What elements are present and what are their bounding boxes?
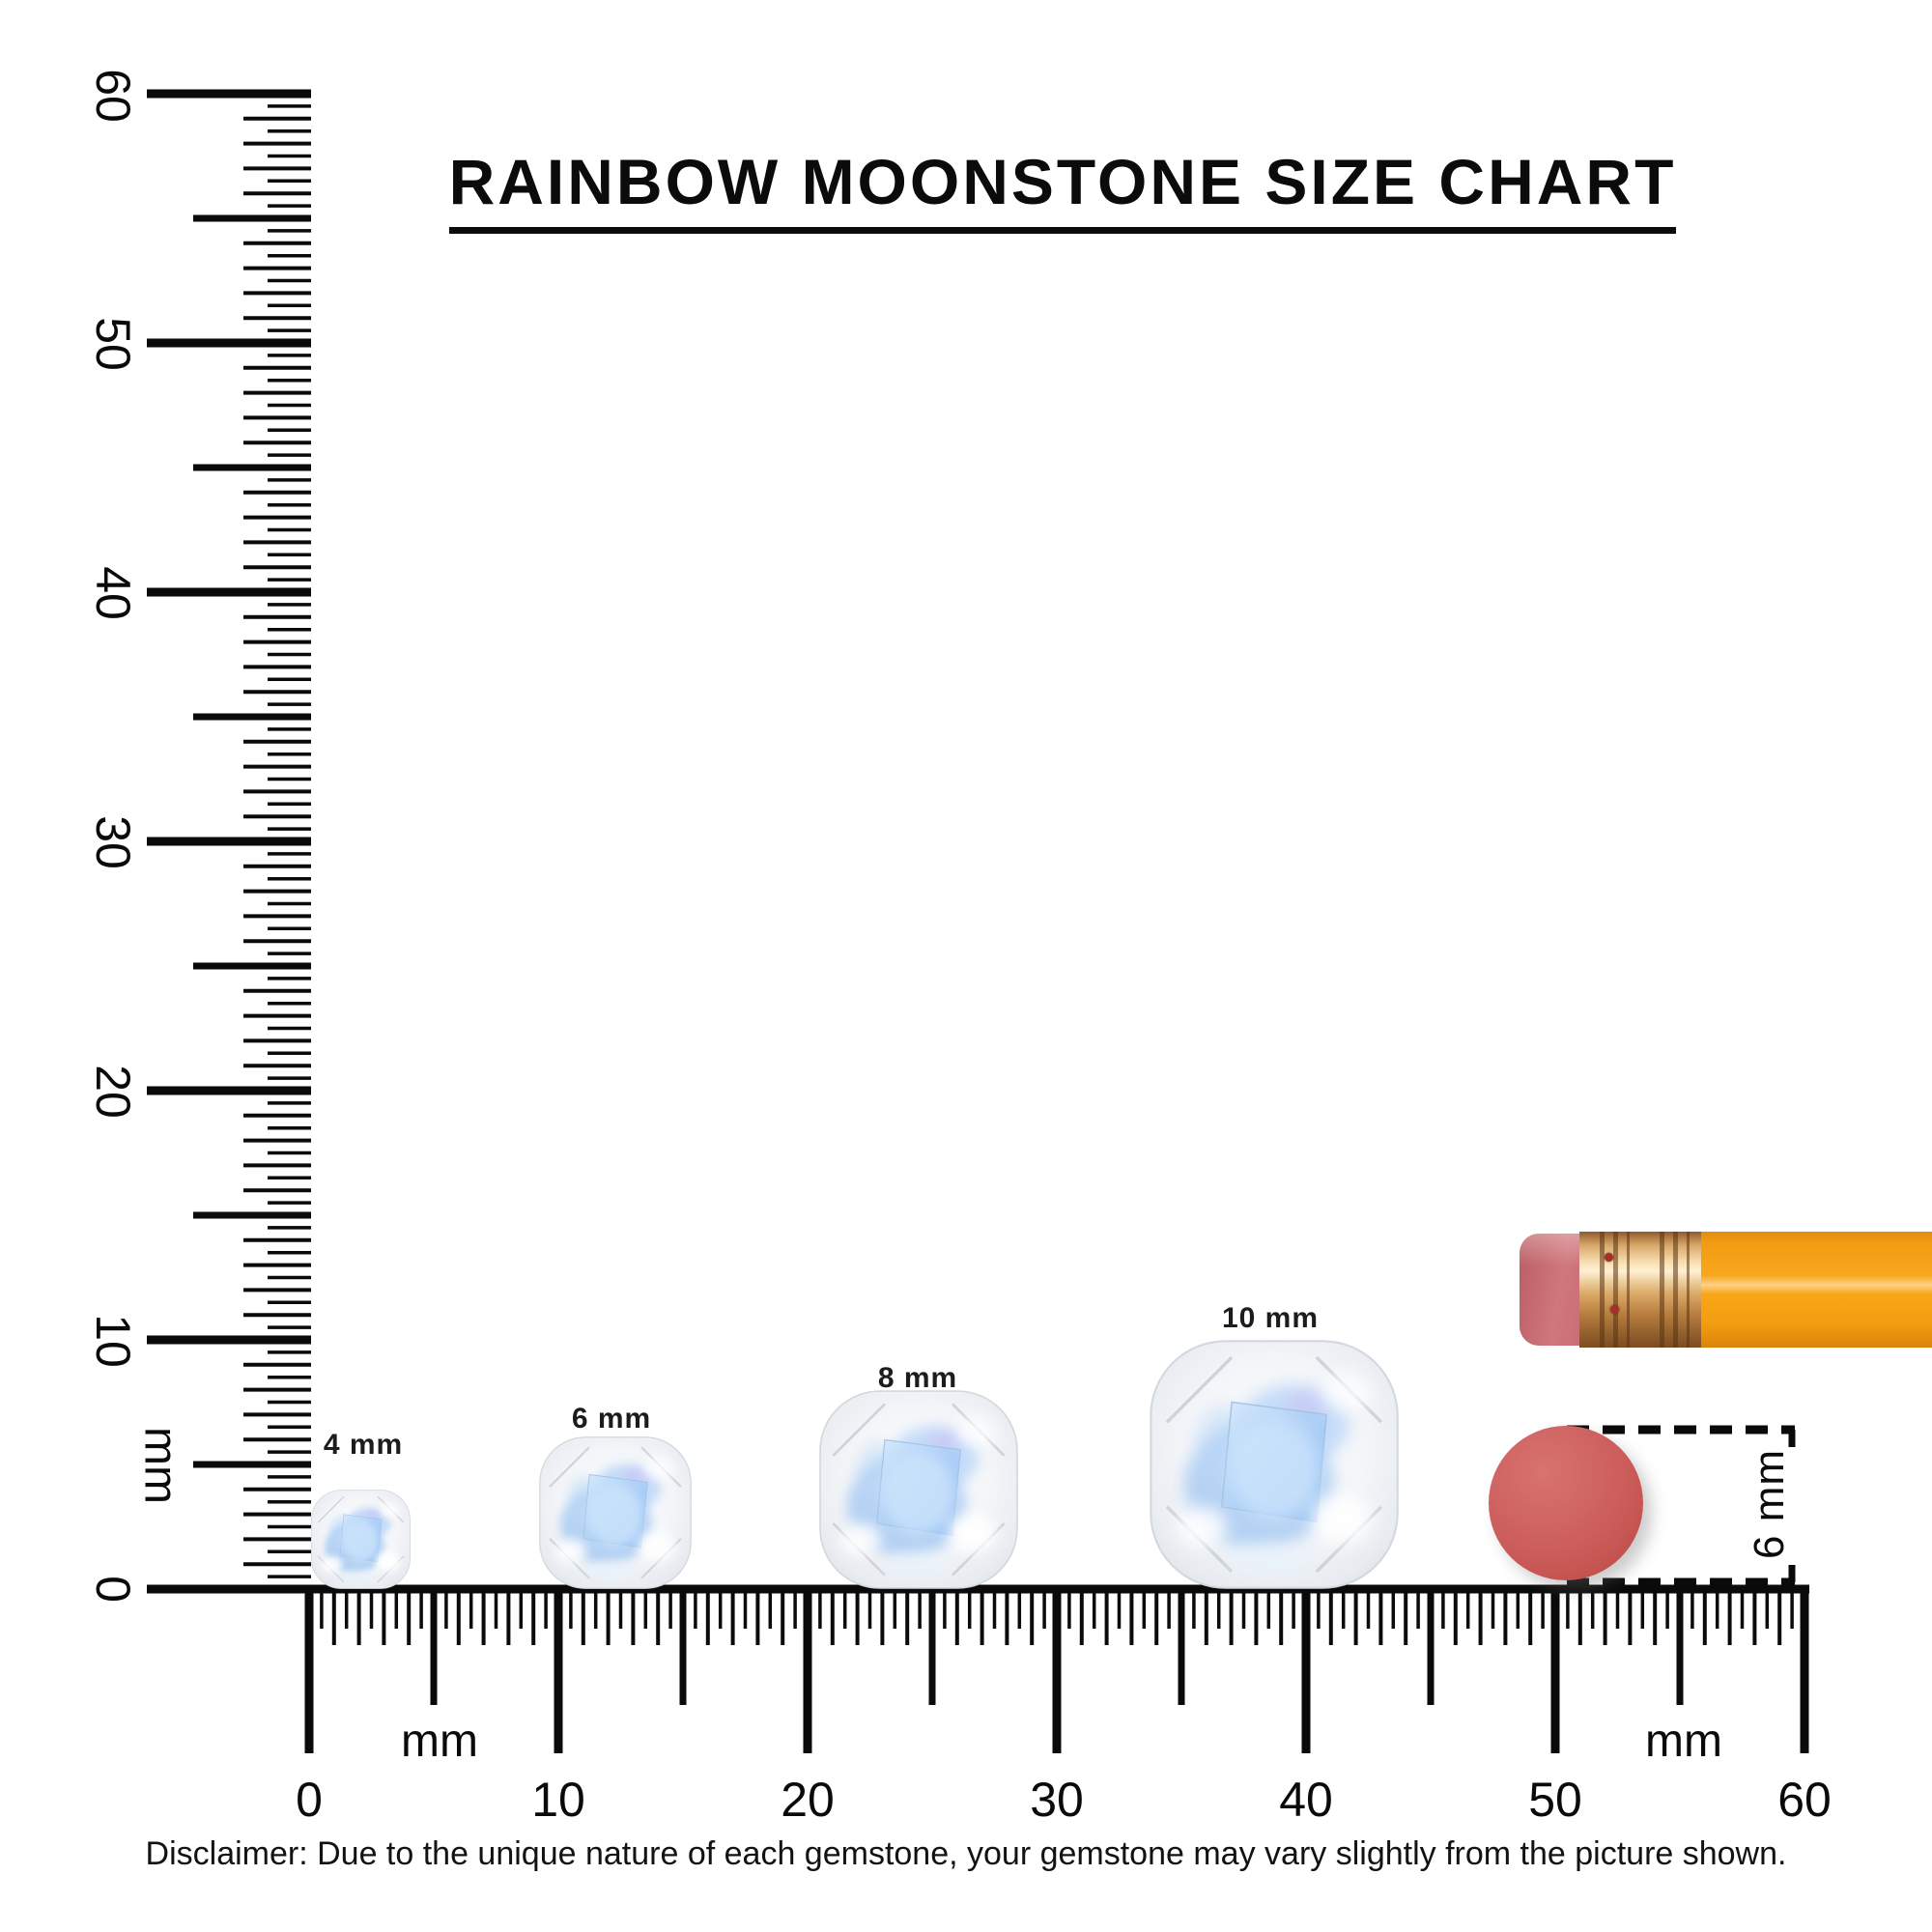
gem-6mm	[540, 1437, 691, 1588]
chart-title-text: RAINBOW MOONSTONE SIZE CHART	[448, 145, 1677, 234]
h-ruler-label-40: 40	[1279, 1773, 1333, 1827]
h-ruler-label-20: 20	[781, 1773, 835, 1827]
gem-8mm	[820, 1391, 1017, 1588]
h-ruler-unit-right: mm	[1645, 1716, 1722, 1767]
disclaimer-text: Disclaimer: Due to the unique nature of …	[145, 1835, 1787, 1872]
gem-4mm	[312, 1491, 411, 1589]
gem-label-10mm: 10 mm	[1221, 1302, 1320, 1334]
ferrule-crimp	[1591, 1232, 1630, 1348]
horizontal-ruler-ticks	[147, 1584, 1809, 1753]
v-ruler-label-40: 40	[86, 566, 140, 620]
h-ruler-label-10: 10	[531, 1773, 585, 1827]
h-ruler-label-0: 0	[296, 1773, 323, 1827]
ferrule-rivet	[1605, 1253, 1613, 1262]
v-ruler-label-30: 30	[86, 815, 140, 869]
v-ruler-unit: mm	[135, 1427, 186, 1504]
ferrule-rivet	[1610, 1305, 1619, 1314]
h-ruler-label-60: 60	[1777, 1773, 1832, 1827]
size-bracket	[1567, 1425, 1796, 1587]
gem-label-6mm: 6 mm	[571, 1403, 652, 1435]
gem-10mm	[1151, 1341, 1397, 1587]
gem-label-8mm: 8 mm	[877, 1362, 958, 1394]
horizontal-ruler-labels: 0 10 20 30 40 50 60 mm mm	[296, 1716, 1832, 1827]
v-ruler-label-20: 20	[86, 1065, 140, 1119]
v-ruler-label-0: 0	[86, 1576, 140, 1603]
vertical-ruler-labels: 0 10 20 30 40 50 60 mm	[86, 69, 186, 1603]
pencil-ferrule	[1579, 1232, 1703, 1348]
vertical-ruler-ticks	[147, 89, 311, 1578]
bracket-size-label: 6 mm	[1746, 1449, 1793, 1559]
chart-title: RAINBOW MOONSTONE SIZE CHART	[193, 145, 1932, 234]
v-ruler-label-10: 10	[86, 1314, 140, 1368]
h-ruler-label-50: 50	[1528, 1773, 1582, 1827]
h-ruler-label-30: 30	[1030, 1773, 1084, 1827]
gem-label-4mm: 4 mm	[323, 1429, 404, 1461]
eraser-dot	[1489, 1426, 1643, 1580]
v-ruler-label-60: 60	[86, 69, 140, 123]
pencil-eraser	[1520, 1234, 1583, 1346]
v-ruler-label-50: 50	[86, 317, 140, 371]
pencil	[1520, 1232, 1932, 1348]
gem-row	[312, 1341, 1398, 1588]
h-ruler-unit-left: mm	[401, 1716, 478, 1767]
pencil-body	[1701, 1232, 1932, 1348]
ferrule-crimp	[1651, 1232, 1690, 1348]
